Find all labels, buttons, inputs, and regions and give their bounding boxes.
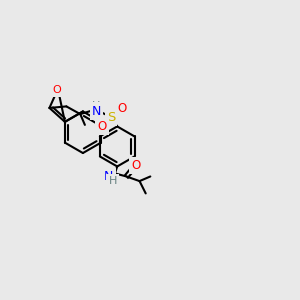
Text: N: N <box>104 170 113 183</box>
Text: H: H <box>108 176 117 186</box>
Text: H: H <box>92 100 100 111</box>
Text: O: O <box>97 120 106 133</box>
Text: O: O <box>131 159 140 172</box>
Text: O: O <box>117 102 127 115</box>
Text: S: S <box>107 111 115 124</box>
Text: N: N <box>92 104 101 118</box>
Text: O: O <box>52 85 61 95</box>
